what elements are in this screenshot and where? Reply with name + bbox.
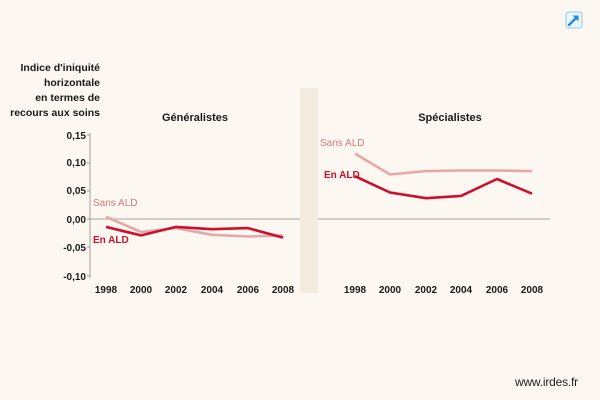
y-tick-label: -0,05 <box>63 243 86 254</box>
x-tick-label: 2000 <box>379 285 402 296</box>
series-line-en-ald-generalistes <box>105 225 284 239</box>
y-tick-label: 0,05 <box>67 186 87 197</box>
series-label-en-ald-specialistes: En ALD <box>324 170 360 181</box>
x-tick-label: 1998 <box>95 285 118 296</box>
x-tick-label: 2002 <box>165 285 188 296</box>
y-tick-label: -0,10 <box>63 272 86 283</box>
x-tick-label: 1998 <box>344 285 367 296</box>
y-axis-title-line: en termes de <box>35 92 100 104</box>
panel-title-generalistes: Généralistes <box>162 112 228 124</box>
x-tick-labels-left: 1998 2000 2002 2004 2006 2008 <box>95 285 295 296</box>
y-axis-title-line: Indice d'iniquité <box>21 62 101 74</box>
series-line-en-ald-specialistes <box>354 175 533 200</box>
y-tick-label: 0,15 <box>67 131 87 142</box>
panel-separator <box>300 88 318 293</box>
y-tick-label: 0,00 <box>67 215 87 226</box>
x-tick-label: 2006 <box>237 285 260 296</box>
y-axis-title-line: horizontale <box>44 77 100 89</box>
y-axis-title-line: recours aux soins <box>10 107 100 119</box>
expand-arrow-icon-graphic <box>565 11 583 29</box>
series-line-sans-ald-specialistes <box>354 152 533 176</box>
y-tick-labels: 0,15 0,10 0,05 0,00 -0,05 -0,10 <box>63 131 86 283</box>
series-line-sans-ald-generalistes <box>105 215 284 238</box>
x-tick-label: 2008 <box>272 285 295 296</box>
panel-title-specialistes: Spécialistes <box>418 112 482 124</box>
x-tick-label: 2004 <box>450 285 473 296</box>
x-tick-labels-right: 1998 2000 2002 2004 2006 2008 <box>344 285 544 296</box>
x-tick-label: 2000 <box>130 285 153 296</box>
x-tick-label: 2002 <box>415 285 438 296</box>
x-tick-label: 2004 <box>201 285 224 296</box>
source-url: www.irdes.fr <box>515 375 578 389</box>
x-tick-label: 2006 <box>486 285 509 296</box>
series-label-en-ald-generalistes: En ALD <box>93 235 129 246</box>
expand-arrow-icon[interactable] <box>565 11 583 29</box>
x-tick-label: 2008 <box>521 285 544 296</box>
series-label-sans-ald-specialistes: Sans ALD <box>320 138 364 149</box>
y-tick-label: 0,10 <box>67 158 87 169</box>
y-axis-title: Indice d'iniquité horizontale en termes … <box>10 62 100 119</box>
y-ticks <box>87 134 90 277</box>
series-label-sans-ald-generalistes: Sans ALD <box>93 198 137 209</box>
